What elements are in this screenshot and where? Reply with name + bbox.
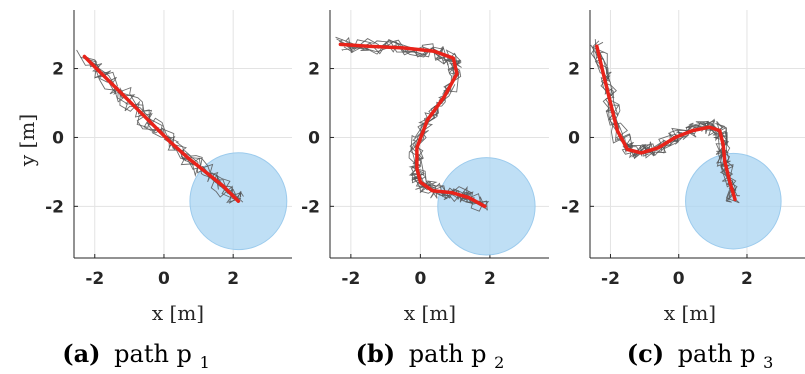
y-tick-label-a: 2 <box>52 60 64 80</box>
x-tick-label-a: -2 <box>85 269 104 289</box>
y-tick-label-c: -2 <box>561 197 580 217</box>
reference-path-b <box>338 42 487 209</box>
y-tick-label-b: 2 <box>308 60 320 80</box>
x-tick-label-b: 2 <box>484 269 496 289</box>
demo-trace-b <box>343 41 488 211</box>
x-tick-label-c: 2 <box>741 269 753 289</box>
panel-c: -2 0 2 -2 0 2 x [m] (c) path p 3 <box>561 10 805 372</box>
demo-trace-c <box>594 51 738 203</box>
demo-trace-b <box>336 38 488 210</box>
caption-b-text: path p <box>409 340 487 368</box>
y-tick-label-a: -2 <box>45 197 64 217</box>
demo-trace-b <box>341 41 483 212</box>
x-tick-label-a: 2 <box>227 269 239 289</box>
caption-a-text: path p <box>114 340 192 368</box>
caption-c-text: path p <box>678 340 756 368</box>
y-tick-label-b: -2 <box>301 197 320 217</box>
panel-a: -2 0 2 -2 0 2 y [m] x [m] (a) path p 1 <box>15 10 292 372</box>
ylabel-a: y [m] <box>15 114 39 167</box>
panel-b: -2 0 2 -2 0 2 x [m] (b) path p 2 <box>301 10 549 372</box>
y-tick-label-a: 0 <box>52 128 64 148</box>
reference-path-c <box>595 44 737 202</box>
reference-path-a <box>82 54 241 203</box>
xlabel-c: x [m] <box>664 301 716 325</box>
y-tick-label-c: 2 <box>568 60 580 80</box>
x-tick-label-c: -2 <box>601 269 620 289</box>
x-tick-label-b: 0 <box>414 269 426 289</box>
xlabel-b: x [m] <box>404 301 456 325</box>
caption-a-label: (a) <box>62 339 100 368</box>
caption-a-sub: 1 <box>200 353 210 372</box>
y-tick-label-c: 0 <box>568 128 580 148</box>
x-tick-label-a: 0 <box>158 269 170 289</box>
caption-c-sub: 3 <box>763 353 773 372</box>
caption-b-label: (b) <box>356 339 396 368</box>
target-region-c <box>685 152 782 250</box>
demo-trace-b <box>338 38 490 207</box>
caption-b: (b) path p 2 <box>356 339 505 372</box>
x-tick-label-b: -2 <box>341 269 360 289</box>
x-tick-label-c: 0 <box>673 269 685 289</box>
y-tick-label-b: 0 <box>308 128 320 148</box>
caption-b-sub: 2 <box>494 353 504 372</box>
xlabel-a: x [m] <box>152 301 204 325</box>
caption-c: (c) path p 3 <box>627 339 774 372</box>
caption-a: (a) path p 1 <box>62 339 210 372</box>
caption-c-label: (c) <box>627 339 664 368</box>
